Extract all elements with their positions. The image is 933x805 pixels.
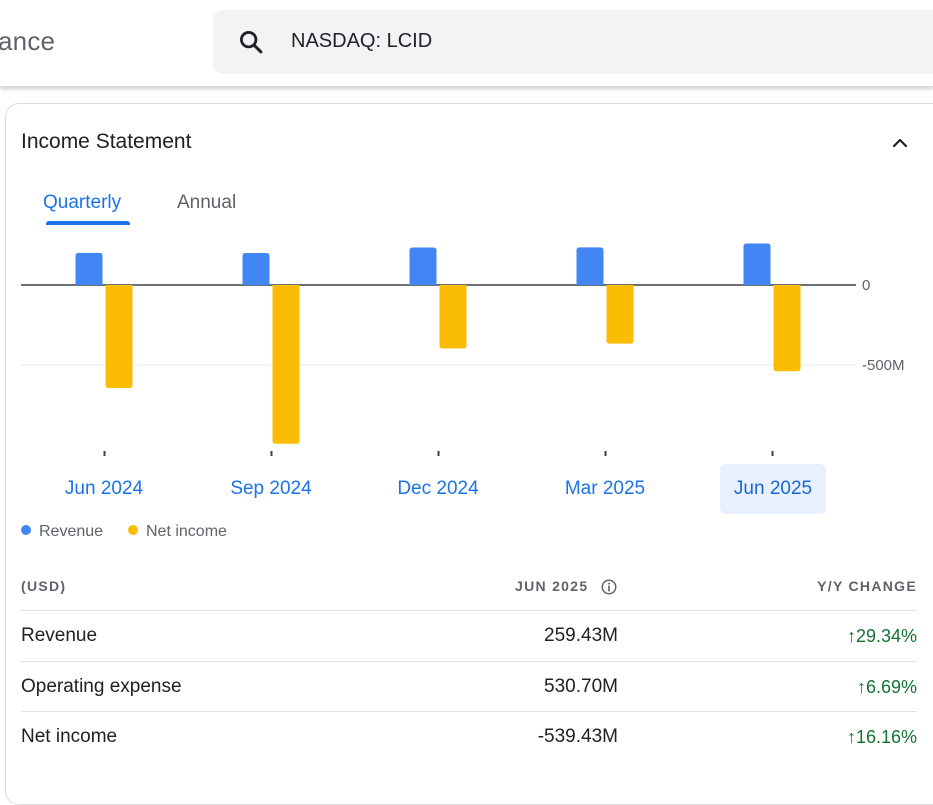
search-input[interactable]: NASDAQ: LCID — [291, 30, 433, 52]
search-icon[interactable] — [237, 28, 265, 56]
row-value-net-income: -539.43M — [537, 726, 618, 747]
y-tick-label: 0 — [862, 277, 870, 294]
row-value-operating-expense: 530.70M — [544, 676, 618, 697]
tab-active-indicator — [46, 221, 130, 225]
column-header-currency: (USD) — [21, 578, 67, 594]
divider — [21, 711, 917, 712]
legend-dot-net-income — [128, 525, 138, 535]
bar-revenue — [576, 247, 604, 285]
period-button-sep-2024[interactable]: Sep 2024 — [230, 478, 312, 499]
bar-revenue — [409, 247, 437, 285]
row-change-revenue: ↑29.34% — [847, 626, 917, 647]
legend-dot-revenue — [21, 525, 31, 535]
divider — [21, 661, 917, 662]
change-value: 29.34% — [855, 626, 917, 646]
legend-label-revenue: Revenue — [39, 523, 104, 540]
up-arrow-icon: ↑ — [856, 677, 866, 697]
income-statement-card — [5, 103, 933, 805]
tab-quarterly[interactable]: Quarterly — [43, 192, 122, 213]
up-arrow-icon: ↑ — [846, 727, 856, 747]
bar-net-income — [272, 285, 300, 444]
divider — [21, 610, 917, 611]
bar-revenue — [743, 243, 771, 285]
card-title: Income Statement — [21, 130, 192, 153]
change-value: 16.16% — [855, 727, 917, 747]
chevron-up-icon[interactable] — [888, 131, 912, 155]
row-label-revenue: Revenue — [21, 625, 98, 646]
bar-net-income — [105, 285, 133, 388]
bar-net-income — [439, 285, 467, 349]
period-button-jun-2025[interactable]: Jun 2025 — [720, 464, 826, 514]
row-value-revenue: 259.43M — [544, 625, 618, 646]
brand-logo-text: ance — [0, 26, 56, 56]
info-icon[interactable] — [600, 578, 618, 596]
bar-revenue — [75, 252, 103, 285]
period-button-dec-2024[interactable]: Dec 2024 — [397, 478, 479, 499]
legend-label-net-income: Net income — [146, 523, 227, 540]
bar-revenue — [242, 252, 270, 285]
row-change-operating-expense: ↑6.69% — [857, 677, 917, 698]
column-header-period: JUN 2025 — [515, 578, 589, 594]
search-box[interactable]: NASDAQ: LCID — [213, 10, 933, 74]
tab-annual[interactable]: Annual — [177, 192, 237, 213]
bar-net-income — [606, 285, 634, 344]
legend-item-revenue: Revenue — [21, 523, 103, 541]
row-change-net-income: ↑16.16% — [847, 727, 917, 748]
up-arrow-icon: ↑ — [846, 626, 856, 646]
y-tick-label: -500M — [862, 357, 905, 374]
top-bar: ance NASDAQ: LCID — [0, 0, 933, 87]
period-button-mar-2025[interactable]: Mar 2025 — [564, 478, 646, 499]
row-label-net-income: Net income — [21, 726, 118, 747]
change-value: 6.69% — [865, 677, 917, 697]
bar-net-income — [773, 285, 801, 372]
row-label-operating-expense: Operating expense — [21, 676, 182, 697]
column-header-change: Y/Y CHANGE — [817, 578, 917, 594]
legend-item-net-income: Net income — [128, 523, 227, 541]
period-button-jun-2024[interactable]: Jun 2024 — [64, 478, 144, 499]
income-chart: 0 -500M — [21, 243, 905, 456]
